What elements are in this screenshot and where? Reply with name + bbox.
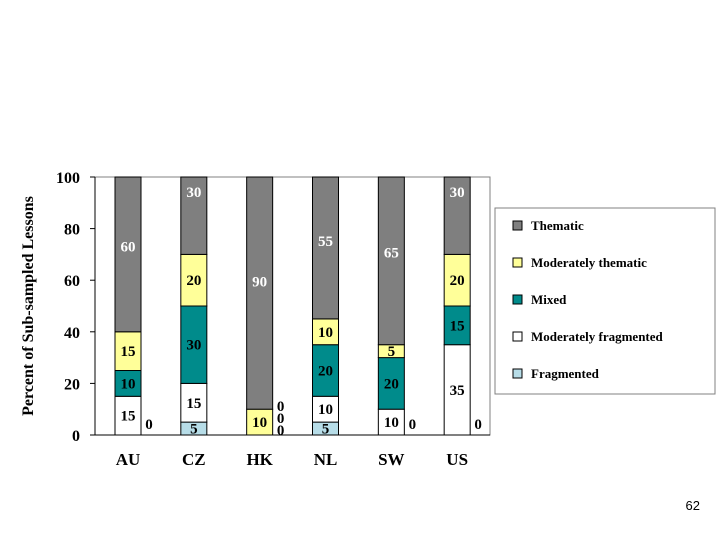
legend-label-moderately-fragmented: Moderately fragmented <box>531 329 664 344</box>
y-tick-label: 20 <box>64 376 80 393</box>
page-number: 62 <box>685 498 700 513</box>
data-label-au: 10 <box>121 376 136 392</box>
bar-us-thematic <box>443 176 471 255</box>
data-label-hk: 10 <box>252 415 267 431</box>
data-label-nl: 20 <box>318 364 333 380</box>
data-label-us: 35 <box>450 383 465 399</box>
bar-nl-moderately-thematic <box>312 318 339 346</box>
y-tick-label: 100 <box>56 170 80 187</box>
data-label-au: 15 <box>121 409 136 425</box>
legend-swatch-thematic <box>512 220 523 231</box>
bar-au-mixed <box>114 370 142 397</box>
x-tick-label: NL <box>314 450 338 469</box>
legend-box <box>494 207 716 395</box>
data-label-au: 15 <box>121 344 136 360</box>
bar-sw-thematic <box>377 176 405 346</box>
data-label-sw: 0 <box>409 417 417 433</box>
data-label-au: 0 <box>145 417 153 433</box>
data-label-sw: 20 <box>384 376 399 392</box>
data-label-us: 30 <box>450 185 465 201</box>
bar-cz-thematic <box>180 176 208 255</box>
data-label-hk: 0 <box>277 399 285 415</box>
bar-hk-moderately-thematic <box>246 408 274 436</box>
y-tick-label: 60 <box>64 273 80 290</box>
data-label-nl: 55 <box>318 234 333 250</box>
bar-nl-mixed <box>312 344 339 397</box>
x-tick-label: HK <box>246 450 273 469</box>
legend-label-fragmented: Fragmented <box>531 366 600 381</box>
legend-swatch-mixed <box>512 294 523 305</box>
x-tick-label: AU <box>116 450 141 469</box>
y-tick-label: 0 <box>72 428 80 445</box>
data-label-sw: 5 <box>388 344 396 360</box>
data-label-nl: 5 <box>322 422 330 438</box>
data-label-nl: 10 <box>318 402 333 418</box>
plot-area <box>94 176 491 436</box>
data-label-cz: 5 <box>190 422 198 438</box>
bar-au-moderately-fragmented <box>114 395 142 436</box>
legend-swatch-moderately-fragmented <box>512 331 523 342</box>
data-label-sw: 10 <box>384 415 399 431</box>
bar-cz-moderately-fragmented <box>180 382 208 423</box>
legend-label-mixed: Mixed <box>531 292 567 307</box>
bar-au-moderately-thematic <box>114 331 142 371</box>
data-label-nl: 10 <box>318 325 333 341</box>
legend-swatch-fragmented <box>512 368 523 379</box>
y-tick-label: 40 <box>64 325 80 342</box>
bar-hk-thematic <box>246 176 274 410</box>
legend-label-moderately-thematic: Moderately thematic <box>531 255 647 270</box>
legend-swatch-moderately-thematic <box>512 257 523 268</box>
x-tick-label: SW <box>378 450 404 469</box>
data-label-sw: 65 <box>384 245 399 261</box>
data-label-us: 20 <box>450 273 465 289</box>
legend-label-thematic: Thematic <box>531 218 584 233</box>
data-label-cz: 20 <box>186 273 201 289</box>
data-label-cz: 30 <box>186 338 201 354</box>
bar-sw-moderately-fragmented <box>377 408 405 436</box>
bar-au-thematic <box>114 176 142 333</box>
bar-us-moderately-thematic <box>443 253 471 307</box>
data-label-hk: 90 <box>252 274 267 290</box>
data-label-cz: 30 <box>186 185 201 201</box>
data-label-hk: 0 <box>277 411 285 427</box>
bar-nl-thematic <box>312 176 339 320</box>
data-label-hk: 0 <box>277 423 285 439</box>
bar-us-moderately-fragmented <box>443 344 471 436</box>
data-label-au: 60 <box>121 240 136 256</box>
y-axis-title: Percent of Sub-sampled Lessons <box>20 196 37 416</box>
data-label-us: 0 <box>474 417 482 433</box>
x-tick-label: CZ <box>182 450 206 469</box>
x-tick-label: US <box>446 450 468 469</box>
bar-us-mixed <box>443 305 471 346</box>
y-tick-label: 80 <box>64 222 80 239</box>
data-label-us: 15 <box>450 318 465 334</box>
data-label-cz: 15 <box>186 396 201 412</box>
